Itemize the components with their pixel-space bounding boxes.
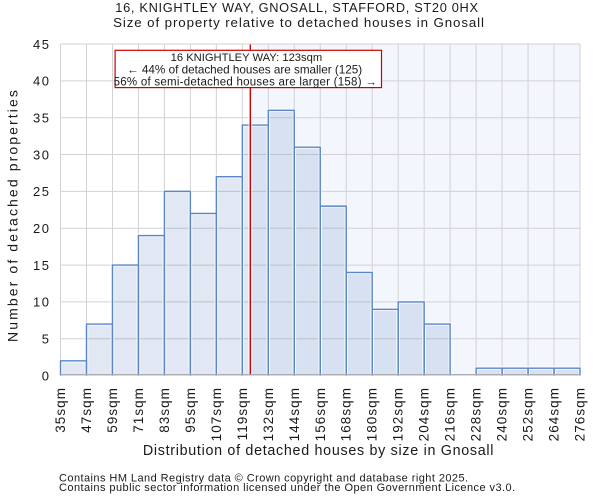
svg-text:0: 0	[42, 368, 51, 383]
svg-text:Size of property relative to d: Size of property relative to detached ho…	[113, 15, 485, 30]
svg-text:16 KNIGHTLEY WAY: 123sqm: 16 KNIGHTLEY WAY: 123sqm	[171, 52, 323, 64]
svg-text:107sqm: 107sqm	[209, 387, 224, 441]
svg-text:16, KNIGHTLEY WAY, GNOSALL, ST: 16, KNIGHTLEY WAY, GNOSALL, STAFFORD, ST…	[115, 0, 478, 15]
svg-text:15: 15	[33, 258, 50, 273]
svg-text:← 44% of detached houses are s: ← 44% of detached houses are smaller (12…	[127, 63, 362, 76]
svg-text:276sqm: 276sqm	[573, 387, 588, 441]
svg-text:83sqm: 83sqm	[157, 387, 172, 433]
svg-text:144sqm: 144sqm	[287, 387, 302, 441]
svg-text:25: 25	[33, 184, 50, 199]
svg-text:264sqm: 264sqm	[547, 387, 562, 441]
svg-text:40: 40	[33, 74, 50, 89]
svg-text:192sqm: 192sqm	[391, 387, 406, 441]
svg-text:119sqm: 119sqm	[235, 387, 250, 440]
svg-text:10: 10	[33, 295, 50, 310]
svg-text:35: 35	[33, 110, 50, 125]
svg-text:240sqm: 240sqm	[495, 387, 510, 441]
svg-text:20: 20	[33, 221, 50, 236]
svg-text:252sqm: 252sqm	[521, 387, 536, 441]
svg-text:Contains public sector informa: Contains public sector information licen…	[59, 482, 516, 494]
svg-text:156sqm: 156sqm	[313, 387, 328, 441]
svg-text:59sqm: 59sqm	[105, 387, 120, 433]
svg-text:45: 45	[33, 37, 50, 52]
svg-text:95sqm: 95sqm	[183, 387, 198, 433]
svg-text:Number of detached properties: Number of detached properties	[5, 88, 21, 342]
svg-text:132sqm: 132sqm	[261, 387, 276, 441]
svg-text:Contains HM Land Registry data: Contains HM Land Registry data © Crown c…	[59, 472, 469, 484]
svg-text:168sqm: 168sqm	[339, 387, 354, 441]
svg-text:30: 30	[33, 147, 50, 162]
svg-text:Distribution of detached house: Distribution of detached houses by size …	[143, 443, 494, 459]
svg-text:35sqm: 35sqm	[53, 387, 68, 433]
svg-text:204sqm: 204sqm	[417, 387, 432, 441]
svg-text:56% of semi-detached houses ar: 56% of semi-detached houses are larger (…	[114, 77, 377, 89]
svg-text:5: 5	[42, 332, 51, 347]
svg-text:47sqm: 47sqm	[79, 387, 94, 433]
svg-text:71sqm: 71sqm	[131, 387, 146, 433]
svg-text:180sqm: 180sqm	[365, 387, 380, 441]
svg-text:228sqm: 228sqm	[469, 387, 484, 441]
svg-text:216sqm: 216sqm	[443, 387, 458, 441]
